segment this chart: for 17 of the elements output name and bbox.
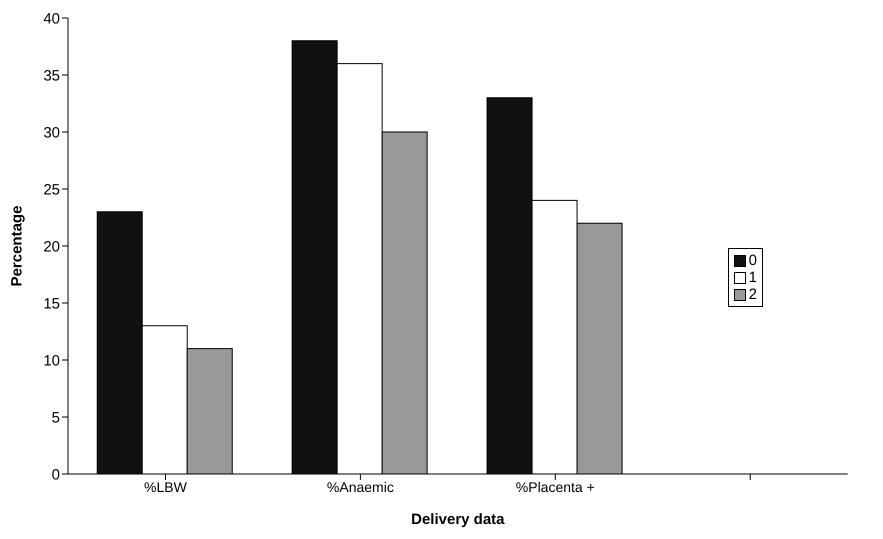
x-tick-label: %Placenta + [516,478,595,495]
y-tick-label: 35 [43,67,60,84]
x-axis-title: Delivery data [411,511,506,528]
x-tick-label: %LBW [144,478,188,495]
legend-label: 2 [748,286,757,303]
y-tick-label: 20 [43,238,60,256]
y-tick-label: 15 [43,295,60,312]
y-axis-title: Percentage [8,206,26,286]
x-tick-label: %Anaemic [326,478,394,495]
y-tick-label: 0 [52,466,60,484]
legend-label: 1 [748,269,757,286]
y-tick-label: 25 [43,181,60,198]
y-tick-label: 40 [43,10,60,28]
y-tick-label: 10 [43,352,60,370]
legend-label: 0 [748,252,757,269]
y-tick-label: 30 [43,124,60,142]
y-tick-label: 5 [52,409,60,426]
